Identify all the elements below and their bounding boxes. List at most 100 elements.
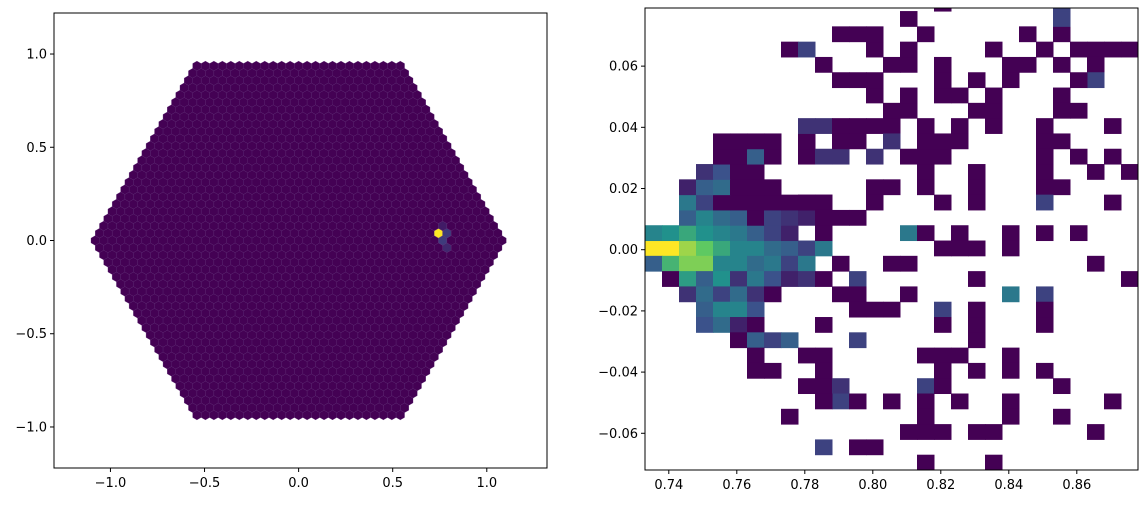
heatmap-cell bbox=[764, 194, 782, 211]
heatmap-cell bbox=[679, 179, 697, 196]
heatmap-cell bbox=[1002, 240, 1020, 257]
heatmap-cell bbox=[815, 271, 833, 287]
heatmap-cell bbox=[662, 271, 680, 287]
heatmap-cell bbox=[951, 240, 969, 257]
heatmap-cell bbox=[798, 240, 816, 257]
heatmap-cell bbox=[900, 11, 918, 27]
heatmap-cell bbox=[798, 148, 816, 165]
heatmap-cell bbox=[832, 133, 850, 150]
heatmap-cell bbox=[747, 164, 765, 180]
heatmap-cell bbox=[679, 286, 697, 303]
heatmap-cell bbox=[849, 133, 867, 150]
heatmap-cell bbox=[1138, 164, 1148, 180]
heatmap-cell bbox=[985, 454, 1003, 470]
heatmap-cell bbox=[866, 148, 884, 165]
heatmap-cell bbox=[1070, 102, 1088, 119]
heatmap-cell bbox=[764, 179, 782, 196]
heatmap-cell bbox=[1087, 255, 1105, 272]
heatmap-cell bbox=[883, 102, 901, 119]
x-tick-label: 0.80 bbox=[858, 478, 887, 493]
y-tick-label: 0.04 bbox=[609, 121, 638, 136]
heatmap-cell bbox=[815, 362, 833, 379]
heatmap-cell bbox=[985, 102, 1003, 119]
heatmap-cell bbox=[730, 225, 748, 242]
heatmap-cell bbox=[866, 301, 884, 318]
heatmap-cell bbox=[696, 164, 714, 180]
heatmap-cell bbox=[1002, 286, 1020, 303]
heatmap-cell bbox=[798, 41, 816, 58]
heatmap-cell bbox=[645, 240, 663, 257]
heatmap-cell bbox=[730, 164, 748, 180]
heatmap-cell bbox=[798, 194, 816, 211]
heatmap-cell bbox=[968, 240, 986, 257]
heatmap-cell bbox=[713, 209, 731, 226]
heatmap-cell bbox=[781, 240, 799, 257]
heatmap-cell bbox=[934, 133, 952, 150]
heatmap-cell bbox=[764, 255, 782, 272]
heatmap-cell bbox=[883, 118, 901, 134]
heatmap-cell bbox=[968, 424, 986, 440]
heatmap-cell bbox=[815, 148, 833, 165]
heatmap-cell bbox=[1138, 210, 1148, 226]
x-tick-label: 0.78 bbox=[790, 478, 819, 493]
heatmap-cell bbox=[900, 87, 918, 104]
heatmap-cell bbox=[917, 118, 935, 134]
heatmap-cell bbox=[747, 332, 765, 349]
heatmap-cell bbox=[883, 393, 901, 410]
heatmap-cell bbox=[1053, 102, 1071, 119]
x-tick-label: 0.5 bbox=[382, 476, 403, 491]
heatmap-cell bbox=[815, 225, 833, 242]
heatmap-cell bbox=[730, 255, 748, 272]
heatmap-cell bbox=[917, 454, 935, 470]
heatmap-cell bbox=[1104, 393, 1122, 410]
heatmap-cell bbox=[900, 255, 918, 272]
heatmap-cell bbox=[747, 271, 765, 287]
heatmap-cell bbox=[900, 41, 918, 58]
heatmap-cell bbox=[917, 164, 935, 180]
heatmap-cell bbox=[1002, 56, 1020, 73]
heatmap-cell bbox=[1036, 41, 1054, 58]
heatmap-cell bbox=[1053, 133, 1071, 150]
heatmap-cell bbox=[1019, 26, 1037, 43]
heatmap-cell bbox=[696, 225, 714, 242]
heatmap-cell bbox=[1070, 72, 1088, 89]
heatmap-cell bbox=[730, 286, 748, 303]
heatmap-cell bbox=[866, 87, 884, 104]
heatmap-cell bbox=[883, 301, 901, 318]
hexbin-axes: −1.0 −0.5 0.0 0.5 1.0 −1.0 −0.5 0.0 0.5 1.0 bbox=[15, 12, 548, 491]
heatmap-cell bbox=[934, 424, 952, 440]
heatmap-cell bbox=[832, 209, 850, 226]
heatmap-cell bbox=[781, 255, 799, 272]
heatmap-cell bbox=[900, 102, 918, 119]
heatmap-cell bbox=[917, 148, 935, 165]
heatmap-cell bbox=[951, 393, 969, 410]
heatmap-cell bbox=[781, 271, 799, 287]
heatmap-cell bbox=[900, 56, 918, 73]
heatmap-cell bbox=[1070, 225, 1088, 242]
heatmap-cell bbox=[730, 317, 748, 333]
heatmap-cell bbox=[713, 179, 731, 196]
heatmap-cell bbox=[764, 225, 782, 242]
heatmap-cell bbox=[968, 332, 986, 349]
heatmap-cell bbox=[747, 133, 765, 150]
heatmap-cell bbox=[1138, 118, 1148, 134]
heatmap-cell bbox=[713, 194, 731, 211]
heatmap-cell bbox=[1036, 301, 1054, 318]
heatmap-cell bbox=[747, 179, 765, 196]
heatmap-cell bbox=[713, 255, 731, 272]
heatmap-cell bbox=[1019, 56, 1037, 73]
heatmap-cell bbox=[730, 148, 748, 165]
heatmap-cell bbox=[883, 179, 901, 196]
heatmap-cell bbox=[679, 240, 697, 257]
heatmap-cell bbox=[934, 362, 952, 379]
heatmap-cell bbox=[696, 286, 714, 303]
x-tick-label: 0.74 bbox=[654, 478, 683, 493]
heatmap-cell bbox=[781, 41, 799, 58]
heatmap-cell bbox=[934, 301, 952, 318]
heatmap-cell bbox=[832, 393, 850, 410]
heatmap-cell bbox=[764, 332, 782, 349]
y-tick-label: −1.0 bbox=[15, 420, 47, 435]
heatmap-cell bbox=[968, 72, 986, 89]
heatmap-cell bbox=[849, 118, 867, 134]
x-tick-label: 0.0 bbox=[288, 476, 309, 491]
